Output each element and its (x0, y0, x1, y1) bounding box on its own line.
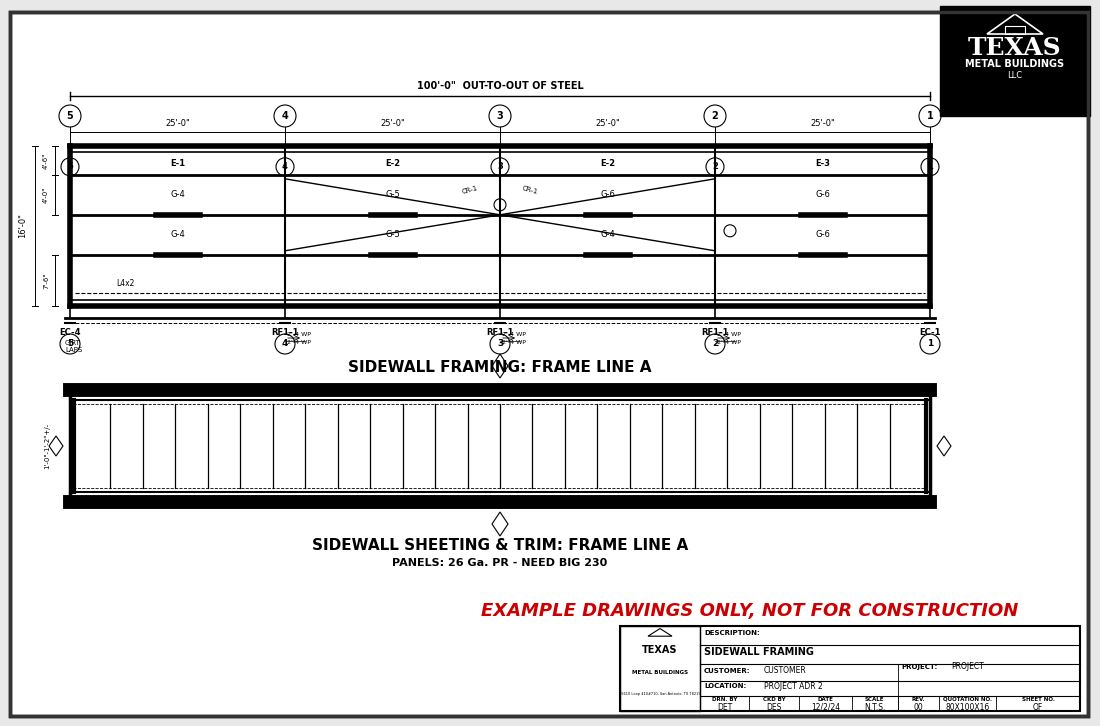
Text: 4: 4 (282, 163, 288, 171)
Text: E-2: E-2 (600, 159, 615, 168)
Text: 2'-4 WP: 2'-4 WP (287, 340, 311, 345)
Text: DES: DES (767, 703, 782, 712)
Text: 100'-0"  OUT-TO-OUT OF STEEL: 100'-0" OUT-TO-OUT OF STEEL (417, 81, 583, 91)
Text: 2: 2 (712, 111, 718, 121)
Text: G-5: G-5 (385, 230, 400, 240)
Text: 2: 2 (712, 340, 718, 348)
Text: 3: 3 (497, 163, 503, 171)
Text: 4: 4 (282, 111, 288, 121)
Text: G-4: G-4 (601, 230, 615, 240)
Text: 7'-6": 7'-6" (43, 272, 50, 289)
Text: 80X100X16: 80X100X16 (946, 703, 990, 712)
Text: CR-1: CR-1 (521, 185, 539, 195)
Text: 1: 1 (927, 163, 933, 171)
Text: G-6: G-6 (815, 230, 829, 240)
Text: PROJECT:: PROJECT: (902, 664, 938, 670)
Text: 2'-4 WP: 2'-4 WP (502, 332, 526, 337)
Text: 12/2/24: 12/2/24 (811, 703, 840, 712)
Text: N.T.S.: N.T.S. (865, 703, 886, 712)
Text: 2: 2 (712, 163, 718, 171)
Text: LLC: LLC (1008, 71, 1023, 81)
Text: CR-1: CR-1 (461, 185, 478, 195)
Bar (620, 626, 700, 711)
Text: 2'-4 WP: 2'-4 WP (287, 332, 311, 337)
Text: EC-1: EC-1 (920, 328, 940, 337)
Text: 4'-0": 4'-0" (43, 187, 50, 203)
Text: 75610 Loop 410#710, San Antonio, TX 78219: 75610 Loop 410#710, San Antonio, TX 7821… (619, 692, 701, 696)
Text: RF1-1: RF1-1 (486, 328, 514, 337)
Text: 4'-6": 4'-6" (43, 152, 50, 168)
Text: SCALE: SCALE (865, 697, 884, 702)
Text: LOCATION:: LOCATION: (704, 683, 746, 690)
Text: 5: 5 (67, 111, 74, 121)
Text: E-3: E-3 (815, 159, 830, 168)
Text: SIDEWALL SHEETING & TRIM: FRAME LINE A: SIDEWALL SHEETING & TRIM: FRAME LINE A (312, 538, 689, 553)
Text: CKD BY: CKD BY (762, 697, 785, 702)
Text: 25'-0": 25'-0" (595, 119, 620, 128)
Bar (620, 626, 1080, 711)
Text: SIDEWALL FRAMING: FRAME LINE A: SIDEWALL FRAMING: FRAME LINE A (349, 360, 651, 375)
Text: 1: 1 (926, 111, 934, 121)
Bar (940, 6, 1090, 116)
Text: DESCRIPTION:: DESCRIPTION: (704, 630, 760, 636)
Text: GIRT
LAPS: GIRT LAPS (65, 340, 82, 353)
Text: 2'-4 WP: 2'-4 WP (717, 332, 741, 337)
Text: METAL BUILDINGS: METAL BUILDINGS (966, 59, 1065, 69)
Text: 16'-0": 16'-0" (18, 213, 28, 238)
Text: E-1: E-1 (169, 159, 185, 168)
Text: DATE: DATE (817, 697, 834, 702)
Text: E-2: E-2 (385, 159, 400, 168)
Text: 5: 5 (67, 163, 73, 171)
Text: G-6: G-6 (601, 190, 615, 200)
Text: 1'-0"-1'-2"+/-: 1'-0"-1'-2"+/- (44, 423, 50, 469)
Text: OF: OF (1033, 703, 1043, 712)
Text: TEXAS: TEXAS (968, 36, 1062, 60)
Text: 25'-0": 25'-0" (165, 119, 190, 128)
Text: SHEET NO.: SHEET NO. (1022, 697, 1055, 702)
Text: TEXAS: TEXAS (642, 645, 678, 655)
Text: 1: 1 (927, 340, 933, 348)
Text: 2'-4 WP: 2'-4 WP (717, 340, 741, 345)
Text: CUSTOMER:: CUSTOMER: (704, 668, 750, 674)
Text: 4: 4 (282, 340, 288, 348)
Text: DRN. BY: DRN. BY (712, 697, 737, 702)
Text: PANELS: 26 Ga. PR - NEED BIG 230: PANELS: 26 Ga. PR - NEED BIG 230 (393, 558, 607, 568)
Text: METAL BUILDINGS: METAL BUILDINGS (631, 670, 689, 675)
Text: G-6: G-6 (815, 190, 829, 200)
Text: G-4: G-4 (170, 230, 185, 240)
Text: CUSTOMER: CUSTOMER (764, 666, 806, 675)
Text: 25'-0": 25'-0" (381, 119, 405, 128)
Text: 3: 3 (497, 340, 503, 348)
FancyBboxPatch shape (10, 12, 1088, 716)
Text: PROJECT: PROJECT (952, 662, 984, 672)
Text: 25'-0": 25'-0" (810, 119, 835, 128)
Text: 5: 5 (67, 340, 73, 348)
Text: PROJECT ADR 2: PROJECT ADR 2 (764, 682, 823, 691)
Text: REV.: REV. (912, 697, 925, 702)
Text: L4x2: L4x2 (116, 280, 134, 288)
Text: QUOTATION NO.: QUOTATION NO. (944, 697, 992, 702)
Text: SIDEWALL FRAMING: SIDEWALL FRAMING (704, 648, 814, 658)
Text: EC-4: EC-4 (59, 328, 80, 337)
Text: DET: DET (717, 703, 733, 712)
Text: 2'-4 WP: 2'-4 WP (502, 340, 526, 345)
Text: 00: 00 (914, 703, 923, 712)
Text: G-5: G-5 (385, 190, 400, 200)
Text: RF1-1: RF1-1 (702, 328, 728, 337)
Bar (70, 386, 929, 506)
Text: EXAMPLE DRAWINGS ONLY, NOT FOR CONSTRUCTION: EXAMPLE DRAWINGS ONLY, NOT FOR CONSTRUCT… (482, 602, 1019, 620)
Text: 3: 3 (496, 111, 504, 121)
Text: RF1-1: RF1-1 (272, 328, 299, 337)
Text: G-4: G-4 (170, 190, 185, 200)
